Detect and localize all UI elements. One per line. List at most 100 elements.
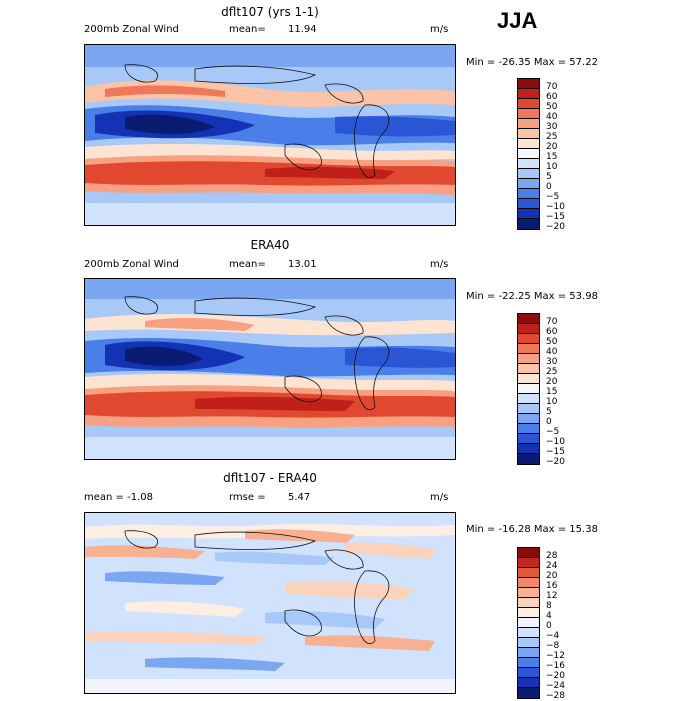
colorbar-swatch [518,688,539,698]
colorbar-tick-label: 5 [546,407,552,417]
colorbar-swatch [518,598,539,608]
colorbar-tick-label: 30 [546,122,558,132]
panel-2-colorbar [517,313,540,465]
colorbar-swatch [518,628,539,638]
colorbar-swatch [518,434,539,444]
panel-1-variable-label: 200mb Zonal Wind [84,24,179,35]
colorbar-tick-label: −5 [546,192,560,202]
colorbar-tick-label: 20 [546,571,558,581]
colorbar-swatch [518,568,539,578]
colorbar-tick-label: −15 [546,447,565,457]
colorbar-swatch [518,424,539,434]
colorbar-tick-label: 70 [546,317,558,327]
colorbar-swatch [518,558,539,568]
panel-3-map [84,512,456,694]
panel-1-min-max: Min = -26.35 Max = 57.22 [466,57,598,68]
colorbar-swatch [518,159,539,169]
panel-1-units: m/s [430,24,449,35]
colorbar-tick-label: 5 [546,172,552,182]
colorbar-tick-label: −5 [546,427,560,437]
colorbar-tick-label: 0 [546,182,552,192]
panel-2-map [84,278,456,460]
colorbar-tick-label: 12 [546,591,558,601]
colorbar-tick-label: −15 [546,212,565,222]
colorbar-swatch [518,149,539,159]
colorbar-tick-label: 0 [546,621,552,631]
colorbar-swatch [518,79,539,89]
colorbar-tick-label: −20 [546,671,565,681]
panel-2-contour-field [85,279,455,459]
panel-2-title: ERA40 [250,238,290,252]
colorbar-swatch [518,414,539,424]
colorbar-swatch [518,658,539,668]
panel-1-title: dflt107 (yrs 1-1) [221,5,319,19]
colorbar-tick-label: 4 [546,611,552,621]
panel-3-min-max: Min = -16.28 Max = 15.38 [466,524,598,535]
colorbar-tick-label: −16 [546,661,565,671]
colorbar-tick-label: 70 [546,82,558,92]
colorbar-swatch [518,344,539,354]
colorbar-tick-label: 15 [546,152,558,162]
panel-3-contour-field [85,513,455,693]
colorbar-tick-label: −20 [546,457,565,467]
colorbar-tick-label: −28 [546,691,565,701]
colorbar-swatch [518,189,539,199]
colorbar-swatch [518,678,539,688]
colorbar-swatch [518,608,539,618]
colorbar-tick-label: 50 [546,337,558,347]
colorbar-tick-label: 24 [546,561,558,571]
colorbar-tick-label: 50 [546,102,558,112]
colorbar-swatch [518,99,539,109]
panel-2-mean-label: mean= [229,259,266,270]
colorbar-swatch [518,648,539,658]
colorbar-tick-label: 15 [546,387,558,397]
colorbar-tick-label: −10 [546,437,565,447]
colorbar-swatch [518,354,539,364]
colorbar-swatch [518,454,539,464]
colorbar-swatch [518,89,539,99]
panel-2-variable-label: 200mb Zonal Wind [84,259,179,270]
colorbar-tick-label: 30 [546,357,558,367]
colorbar-swatch [518,334,539,344]
colorbar-swatch [518,384,539,394]
panel-1-mean-label: mean= [229,24,266,35]
colorbar-tick-label: 60 [546,327,558,337]
colorbar-swatch [518,394,539,404]
colorbar-swatch [518,444,539,454]
colorbar-swatch [518,588,539,598]
colorbar-tick-label: 10 [546,162,558,172]
panel-2-mean-value: 13.01 [288,259,317,270]
colorbar-tick-label: −8 [546,641,560,651]
panel-2-units: m/s [430,259,449,270]
colorbar-swatch [518,404,539,414]
panel-3-colorbar [517,547,540,699]
colorbar-tick-label: 0 [546,417,552,427]
colorbar-tick-label: −12 [546,651,565,661]
colorbar-tick-label: 25 [546,132,558,142]
season-label: JJA [497,8,538,33]
colorbar-tick-label: 60 [546,92,558,102]
colorbar-tick-label: −4 [546,631,560,641]
colorbar-tick-label: −10 [546,202,565,212]
panel-3-rmse-value: 5.47 [288,492,311,503]
colorbar-swatch [518,199,539,209]
colorbar-tick-label: 40 [546,112,558,122]
colorbar-swatch [518,374,539,384]
colorbar-swatch [518,324,539,334]
colorbar-tick-label: −24 [546,681,565,691]
colorbar-swatch [518,109,539,119]
colorbar-swatch [518,548,539,558]
colorbar-swatch [518,169,539,179]
colorbar-swatch [518,314,539,324]
colorbar-swatch [518,638,539,648]
colorbar-swatch [518,129,539,139]
panel-1-map [84,44,456,226]
colorbar-tick-label: 20 [546,377,558,387]
colorbar-swatch [518,179,539,189]
panel-1-mean-value: 11.94 [288,24,317,35]
panel-2-min-max: Min = -22.25 Max = 53.98 [466,291,598,302]
panel-1-colorbar [517,78,540,230]
colorbar-tick-label: 20 [546,142,558,152]
colorbar-swatch [518,209,539,219]
colorbar-tick-label: 10 [546,397,558,407]
